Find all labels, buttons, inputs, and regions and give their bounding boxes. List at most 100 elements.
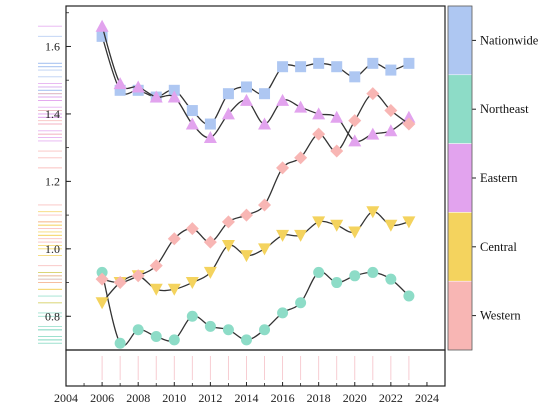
y-tick-label: 1.0 (45, 242, 60, 256)
series-northeast (96, 266, 415, 349)
x-tick-label: 2024 (415, 391, 439, 405)
x-tick-label: 2018 (307, 391, 331, 405)
data-point-northeast (114, 337, 126, 349)
data-point-eastern (366, 127, 380, 140)
legend-swatch-nationwide (447, 5, 473, 76)
data-point-western (258, 198, 272, 212)
y-tick-label: 1.4 (45, 107, 60, 121)
data-point-central (384, 219, 398, 232)
data-point-eastern (95, 19, 109, 32)
data-point-central (239, 250, 253, 263)
series-central (95, 206, 416, 310)
x-tick-label: 2012 (198, 391, 222, 405)
data-point-nationwide (349, 71, 361, 83)
x-axis: 2004 2006 2008 2010 2012 2014 2016 2018 2020 2022… (54, 382, 439, 405)
data-point-eastern (239, 93, 253, 106)
y-tick-label: 0.8 (45, 309, 60, 323)
x-tick-label: 2008 (126, 391, 150, 405)
data-point-western (149, 259, 163, 273)
data-point-nationwide (277, 61, 289, 73)
x-tick-label: 2006 (90, 391, 114, 405)
series-nationwide (96, 30, 415, 130)
data-point-central (276, 229, 290, 242)
series-western (95, 87, 416, 290)
data-point-western (239, 208, 253, 222)
y-tick-label: 1.2 (45, 174, 60, 188)
series-layer (95, 19, 416, 349)
data-point-central (294, 229, 308, 242)
data-point-eastern (330, 110, 344, 123)
data-point-northeast (367, 266, 379, 278)
data-point-northeast (132, 324, 144, 336)
legend-swatch-eastern (447, 143, 473, 213)
data-point-western (312, 127, 326, 141)
data-point-western (203, 235, 217, 249)
data-point-northeast (204, 320, 216, 332)
data-point-eastern (258, 117, 272, 130)
legend-swatch-central (447, 212, 473, 282)
data-point-eastern (384, 124, 398, 137)
x-tick-label: 2022 (379, 391, 403, 405)
data-point-eastern (294, 100, 308, 113)
data-point-western (131, 269, 145, 283)
x-tick-label: 2014 (234, 391, 258, 405)
data-point-eastern (203, 131, 217, 144)
data-point-northeast (168, 334, 180, 346)
data-point-northeast (295, 297, 307, 309)
data-point-central (402, 216, 416, 229)
data-point-central (95, 297, 109, 310)
data-point-western (185, 222, 199, 236)
left-rug-strip (38, 25, 62, 344)
data-point-northeast (259, 324, 271, 336)
legend-label-western: Western (480, 309, 521, 323)
y-axis: 0.8 1.0 1.2 1.4 1.6 (45, 12, 71, 351)
legend-frame (447, 5, 473, 351)
data-point-eastern (149, 90, 163, 103)
data-point-eastern (131, 80, 145, 93)
data-point-nationwide (222, 88, 234, 100)
data-point-nationwide (295, 61, 307, 73)
data-point-eastern (402, 110, 416, 123)
data-point-eastern (167, 90, 181, 103)
x-tick-label: 2020 (343, 391, 367, 405)
data-point-western (402, 117, 416, 131)
data-point-western (95, 272, 109, 286)
legend-label-nationwide: Nationwide (480, 33, 539, 47)
data-point-central (203, 266, 217, 279)
data-point-central (330, 219, 344, 232)
data-point-eastern (185, 117, 199, 130)
data-point-northeast (385, 273, 397, 285)
data-point-western (294, 151, 308, 165)
series-line-western (101, 93, 410, 284)
data-point-central (167, 283, 181, 296)
data-point-northeast (186, 310, 198, 322)
series-eastern (95, 19, 416, 147)
data-point-northeast (240, 334, 252, 346)
data-point-nationwide (367, 57, 379, 69)
data-point-nationwide (403, 57, 415, 69)
data-point-nationwide (168, 84, 180, 96)
data-point-western (348, 114, 362, 128)
series-line-central (101, 211, 410, 304)
data-point-eastern (113, 77, 127, 90)
bottom-rug-frame (65, 349, 446, 387)
data-point-central (149, 283, 163, 296)
legend-label-central: Central (480, 240, 517, 254)
data-point-central (258, 243, 272, 256)
legend-swatch-western (447, 280, 473, 351)
data-point-eastern (348, 134, 362, 147)
x-tick-label: 2010 (162, 391, 186, 405)
legend-swatch-northeast (447, 74, 473, 144)
data-point-central (185, 277, 199, 290)
data-point-central (366, 206, 380, 219)
data-point-western (113, 276, 127, 290)
data-point-northeast (150, 331, 162, 343)
data-point-northeast (222, 324, 234, 336)
data-point-northeast (313, 266, 325, 278)
data-point-northeast (349, 270, 361, 282)
data-point-northeast (403, 290, 415, 302)
legend-label-northeast: Northeast (480, 102, 529, 116)
data-point-nationwide (313, 57, 325, 69)
data-point-western (221, 215, 235, 229)
